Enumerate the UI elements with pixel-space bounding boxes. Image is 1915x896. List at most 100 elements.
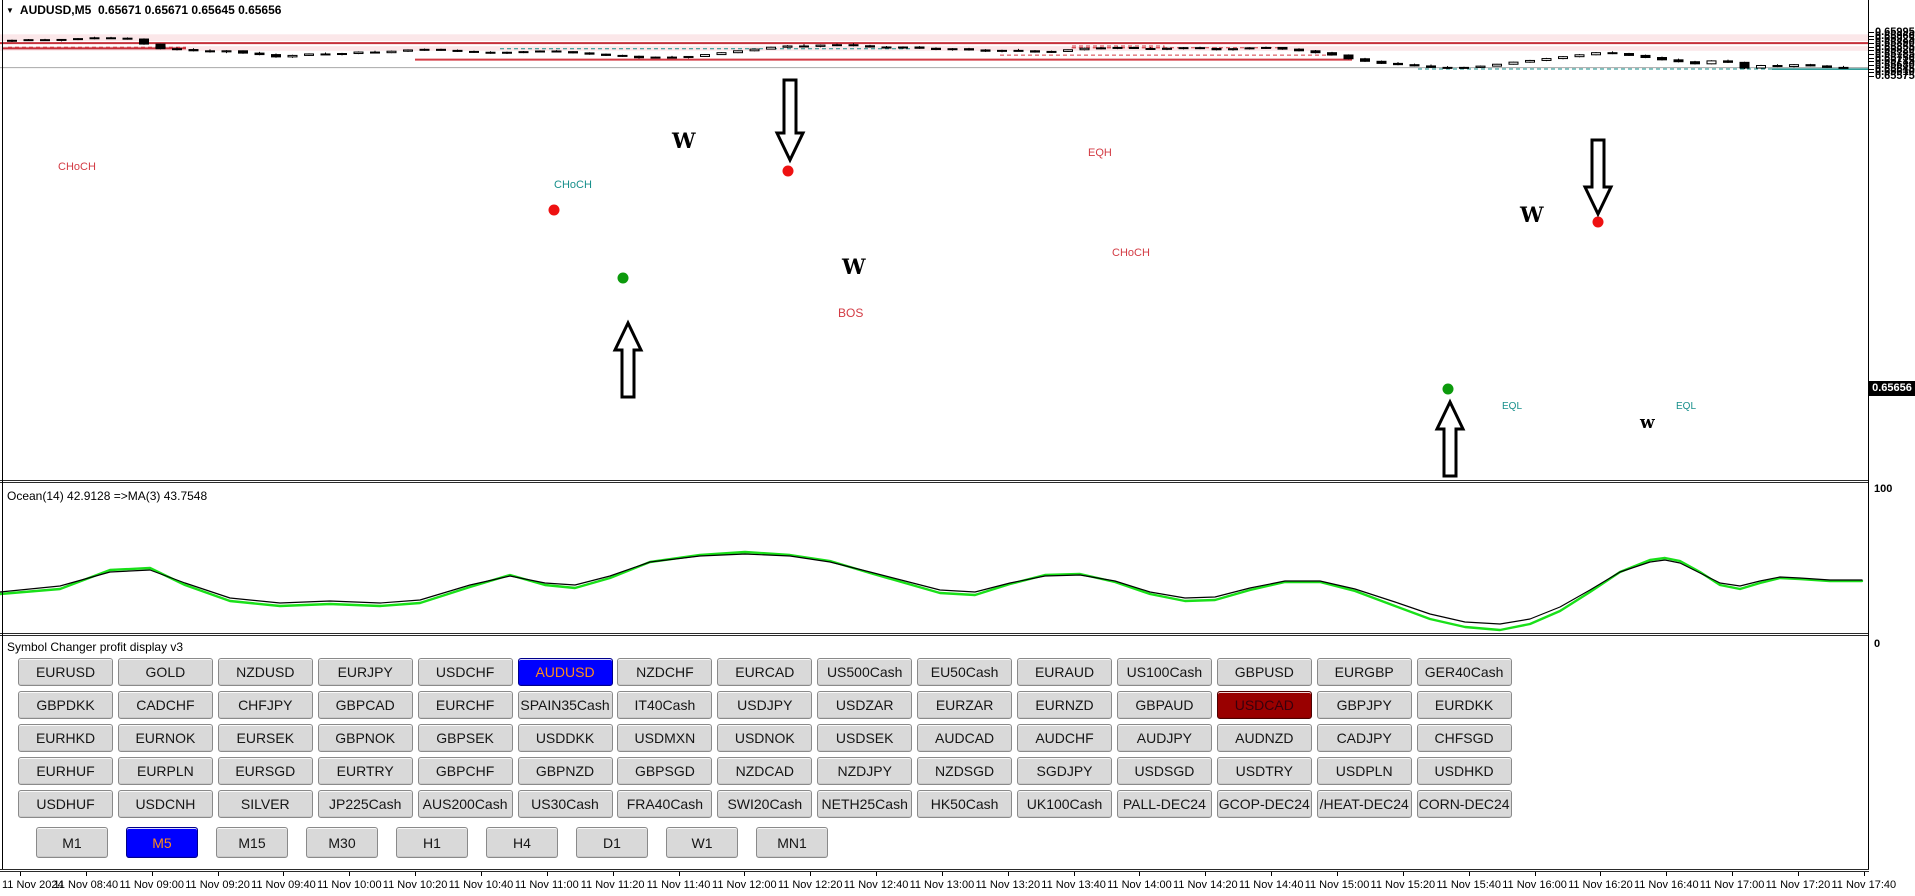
candle-body [832,44,842,47]
symbol-button-JP225Cash[interactable]: JP225Cash [317,790,413,818]
symbol-button-EURTRY[interactable]: EURTRY [317,757,413,785]
symbol-button-NZDSGD[interactable]: NZDSGD [917,757,1013,785]
symbol-button-EURCAD[interactable]: EURCAD [717,658,813,686]
timeframe-button-H1[interactable]: H1 [396,827,468,858]
symbol-button-NZDCHF[interactable]: NZDCHF [617,658,713,686]
timeframe-button-W1[interactable]: W1 [666,827,738,858]
symbol-button-CADJPY[interactable]: CADJPY [1316,724,1412,752]
symbol-button-SWI20Cash[interactable]: SWI20Cash [717,790,813,818]
symbol-button-USDTRY[interactable]: USDTRY [1216,757,1312,785]
symbol-button-GBPSGD[interactable]: GBPSGD [617,757,713,785]
price-tick [1869,46,1874,48]
symbol-button-GBPDKK[interactable]: GBPDKK [18,691,113,719]
candle-body [1508,61,1519,65]
symbol-button-EURGBP[interactable]: EURGBP [1316,658,1412,686]
symbol-button-USDCNH[interactable]: USDCNH [117,790,213,818]
symbol-button-GBPAUD[interactable]: GBPAUD [1116,691,1212,719]
symbol-button-EURCHF[interactable]: EURCHF [417,691,513,719]
ocean-indicator-chart[interactable] [0,484,1869,633]
symbol-button-NETH25Cash[interactable]: NETH25Cash [817,790,913,818]
symbol-button-GBPCAD[interactable]: GBPCAD [317,691,413,719]
symbol-button-IT40Cash[interactable]: IT40Cash [617,691,713,719]
symbol-button-EURNZD[interactable]: EURNZD [1017,691,1112,719]
symbol-button-NZDUSD[interactable]: NZDUSD [217,658,313,686]
symbol-button-AUDCAD[interactable]: AUDCAD [917,724,1013,752]
price-axis[interactable]: 100 0 0.65656 0.65995 0.65960 0.65925 0.658… [1869,0,1915,872]
symbol-button-EURAUD[interactable]: EURAUD [1017,658,1112,686]
symbol-button-HK50Cash[interactable]: HK50Cash [917,790,1013,818]
symbol-button-SILVER[interactable]: SILVER [217,790,313,818]
symbol-button-EURNOK[interactable]: EURNOK [117,724,213,752]
symbol-button-CHFJPY[interactable]: CHFJPY [217,691,313,719]
symbol-button-USDCHF[interactable]: USDCHF [417,658,513,686]
symbol-button-GBPJPY[interactable]: GBPJPY [1316,691,1412,719]
symbol-button-EURSGD[interactable]: EURSGD [217,757,313,785]
symbol-button-CHFSGD[interactable]: CHFSGD [1416,724,1512,752]
panel-divider[interactable] [0,480,1915,483]
symbol-button-EURPLN[interactable]: EURPLN [117,757,213,785]
symbol-button-GBPCHF[interactable]: GBPCHF [417,757,513,785]
timeframe-button-MN1[interactable]: MN1 [756,827,828,858]
symbol-button-PALL-DEC24[interactable]: PALL-DEC24 [1116,790,1212,818]
symbol-button-AUDJPY[interactable]: AUDJPY [1116,724,1212,752]
symbol-button-GBPUSD[interactable]: GBPUSD [1216,658,1312,686]
symbol-button-SPAIN35Cash[interactable]: SPAIN35Cash [517,691,613,719]
candle-body [238,50,248,54]
price-axis-label: 0.65750 [1875,51,1915,64]
symbol-button-CADCHF[interactable]: CADCHF [117,691,213,719]
candlestick-chart[interactable]: CHoCH CHoCH EQH CHoCH BOS EQL EQL W W Ww [0,0,1869,481]
symbol-button-NZDCAD[interactable]: NZDCAD [717,757,813,785]
symbol-button-USDJPY[interactable]: USDJPY [717,691,813,719]
symbol-button-GER40Cash[interactable]: GER40Cash [1416,658,1512,686]
symbol-button-EURDKK[interactable]: EURDKK [1416,691,1512,719]
timeframe-button-M5[interactable]: M5 [126,827,198,858]
symbol-button-GBPSEK[interactable]: GBPSEK [417,724,513,752]
symbol-button-USDMXN[interactable]: USDMXN [617,724,713,752]
symbol-button-USDPLN[interactable]: USDPLN [1316,757,1412,785]
symbol-button-USDHKD[interactable]: USDHKD [1416,757,1512,785]
timeframe-button-D1[interactable]: D1 [576,827,648,858]
symbol-button-USDDKK[interactable]: USDDKK [517,724,613,752]
symbol-button--HEAT-DEC24[interactable]: /HEAT-DEC24 [1316,790,1412,818]
symbol-button-GBPNZD[interactable]: GBPNZD [517,757,613,785]
symbol-button-SGDJPY[interactable]: SGDJPY [1017,757,1112,785]
panel-divider[interactable] [0,633,1915,636]
candle-body [898,46,908,49]
symbol-button-USDZAR[interactable]: USDZAR [817,691,913,719]
time-axis[interactable]: 11 Nov 2024 11 Nov 08:40 11 Nov 09:00 11 No… [0,872,1915,896]
timeframe-button-M15[interactable]: M15 [216,827,288,858]
timeframe-button-H4[interactable]: H4 [486,827,558,858]
symbol-button-EURHUF[interactable]: EURHUF [18,757,113,785]
symbol-button-US100Cash[interactable]: US100Cash [1116,658,1212,686]
symbol-button-GCOP-DEC24[interactable]: GCOP-DEC24 [1216,790,1312,818]
symbol-button-EURHKD[interactable]: EURHKD [18,724,113,752]
symbol-button-EURJPY[interactable]: EURJPY [317,658,413,686]
symbol-button-EURSEK[interactable]: EURSEK [217,724,313,752]
symbol-button-USDSGD[interactable]: USDSGD [1116,757,1212,785]
symbol-button-AUS200Cash[interactable]: AUS200Cash [417,790,513,818]
symbol-button-EU50Cash[interactable]: EU50Cash [917,658,1013,686]
symbol-button-AUDCHF[interactable]: AUDCHF [1017,724,1112,752]
price-tick [1869,54,1874,56]
symbol-button-EURZAR[interactable]: EURZAR [917,691,1013,719]
symbol-button-US30Cash[interactable]: US30Cash [517,790,613,818]
symbol-button-AUDUSD[interactable]: AUDUSD [517,658,613,686]
symbol-button-NZDJPY[interactable]: NZDJPY [817,757,913,785]
symbol-dropdown-icon[interactable]: ▼ [6,6,14,15]
candle-body [535,50,545,53]
symbol-button-UK100Cash[interactable]: UK100Cash [1017,790,1112,818]
symbol-button-EURUSD[interactable]: EURUSD [18,658,113,686]
symbol-button-AUDNZD[interactable]: AUDNZD [1216,724,1312,752]
timeframe-button-M1[interactable]: M1 [36,827,108,858]
symbol-button-USDSEK[interactable]: USDSEK [817,724,913,752]
symbol-button-CORN-DEC24[interactable]: CORN-DEC24 [1416,790,1512,818]
timeframe-button-M30[interactable]: M30 [306,827,378,858]
symbol-button-USDNOK[interactable]: USDNOK [717,724,813,752]
symbol-button-USDCAD[interactable]: USDCAD [1216,691,1312,719]
symbol-button-GOLD[interactable]: GOLD [117,658,213,686]
symbol-button-GBPNOK[interactable]: GBPNOK [317,724,413,752]
symbol-button-US500Cash[interactable]: US500Cash [817,658,913,686]
symbol-button-FRA40Cash[interactable]: FRA40Cash [617,790,713,818]
current-price-box: 0.65656 [1869,381,1915,396]
symbol-button-USDHUF[interactable]: USDHUF [18,790,113,818]
